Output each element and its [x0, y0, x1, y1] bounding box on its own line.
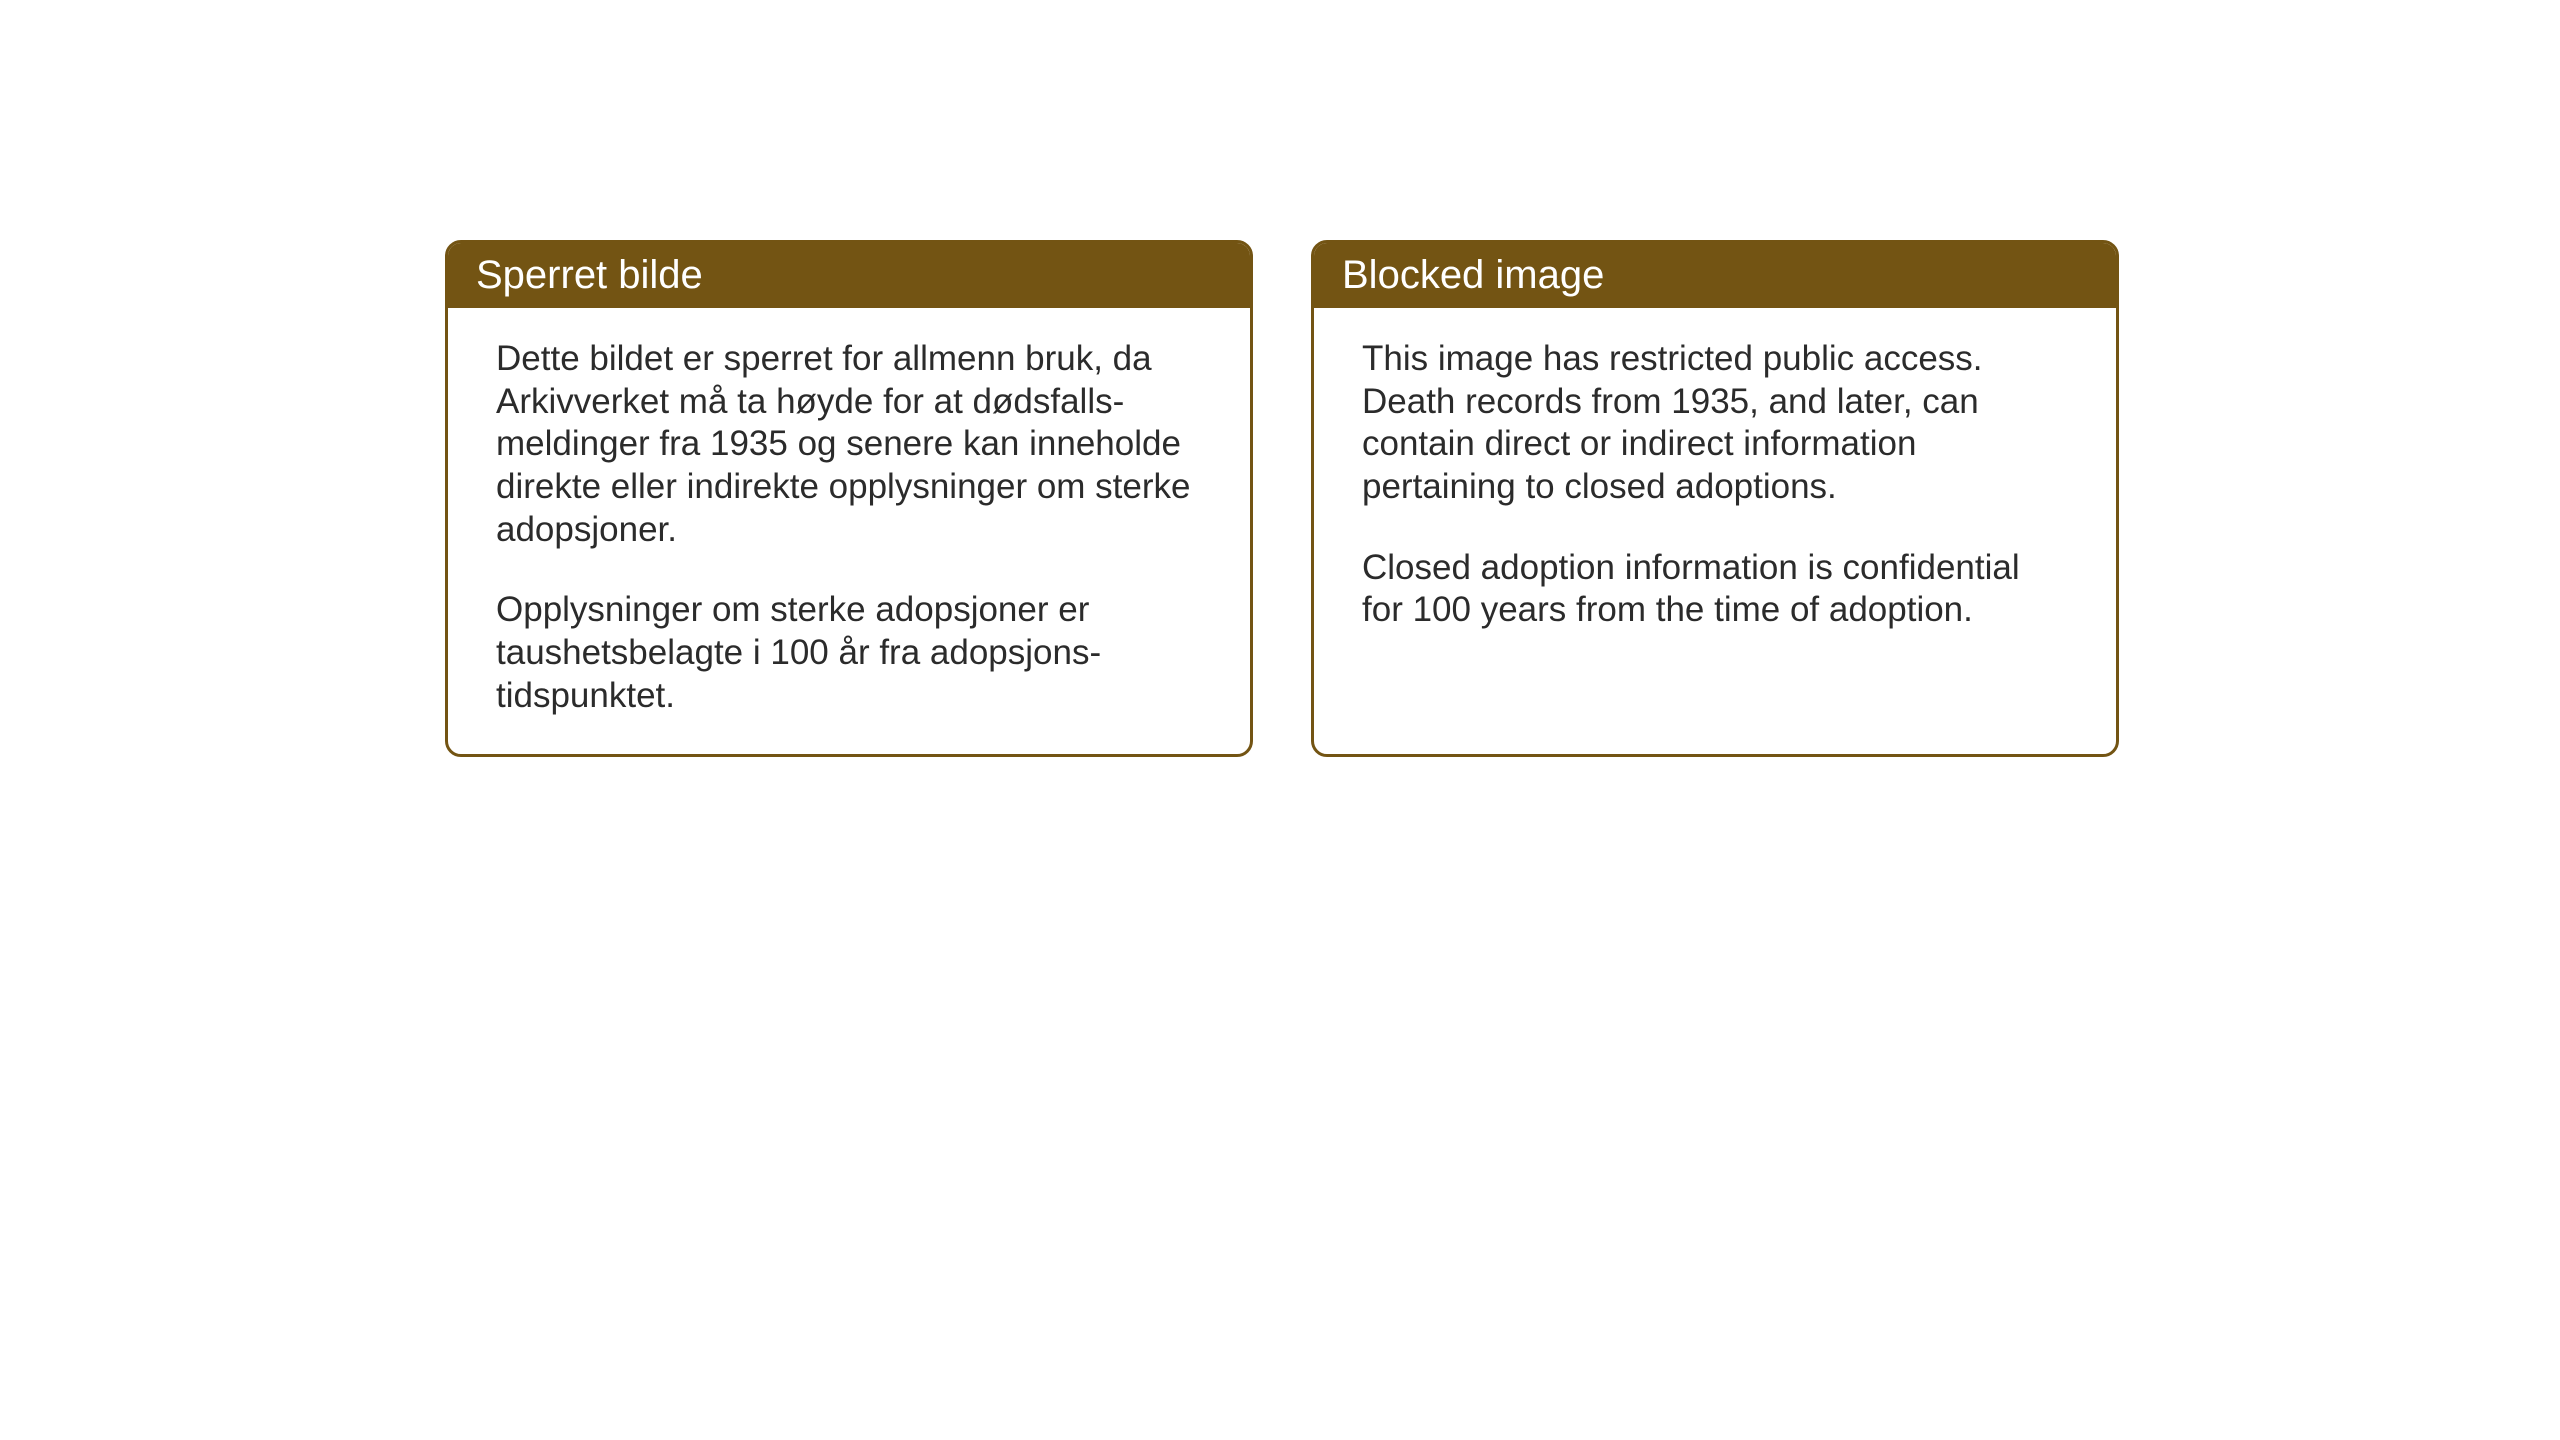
- paragraph-2-norwegian: Opplysninger om sterke adopsjoner er tau…: [496, 589, 1202, 717]
- paragraph-2-english: Closed adoption information is confident…: [1362, 547, 2068, 632]
- card-body-norwegian: Dette bildet er sperret for allmenn bruk…: [448, 308, 1250, 754]
- paragraph-1-norwegian: Dette bildet er sperret for allmenn bruk…: [496, 338, 1202, 551]
- card-body-english: This image has restricted public access.…: [1314, 308, 2116, 738]
- card-header-english: Blocked image: [1314, 243, 2116, 308]
- notice-card-english: Blocked image This image has restricted …: [1311, 240, 2119, 757]
- paragraph-1-english: This image has restricted public access.…: [1362, 338, 2068, 509]
- notice-card-norwegian: Sperret bilde Dette bildet er sperret fo…: [445, 240, 1253, 757]
- notice-cards-container: Sperret bilde Dette bildet er sperret fo…: [445, 240, 2119, 757]
- card-header-norwegian: Sperret bilde: [448, 243, 1250, 308]
